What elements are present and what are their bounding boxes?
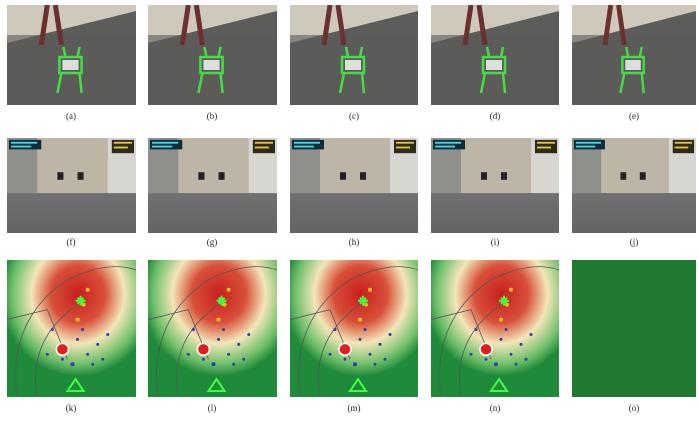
panel-image (290, 260, 418, 397)
panel-image (290, 5, 418, 105)
panel-image (572, 138, 696, 233)
panel-image (148, 138, 277, 233)
panel-image (290, 138, 418, 233)
panel-image (7, 5, 136, 105)
panel-image (572, 5, 696, 105)
panel-label: (b) (207, 111, 218, 121)
panel-image (148, 260, 277, 397)
panel-image (431, 5, 559, 105)
panel-image (572, 260, 696, 397)
panel-label: (n) (490, 403, 501, 413)
panels (7, 5, 696, 397)
panel-label: (j) (630, 237, 639, 247)
panel-image (148, 5, 277, 105)
panel-image (431, 138, 559, 233)
panel-label: (e) (629, 111, 639, 121)
panel-image (7, 260, 136, 397)
panel-label: (m) (348, 403, 361, 413)
panel-image (7, 138, 136, 233)
panel-label: (c) (349, 111, 359, 121)
panel-label: (i) (491, 237, 500, 247)
figure: (a) (b) (c) (d) (e) (f) (g) (h) (i) (j) … (0, 0, 698, 416)
panel-label: (f) (67, 237, 76, 247)
panel-label: (a) (66, 111, 76, 121)
panel-image (431, 260, 559, 397)
panel-label: (d) (490, 111, 501, 121)
panel-label: (k) (66, 403, 77, 413)
panel-label: (o) (629, 403, 640, 413)
panel-label: (l) (208, 403, 217, 413)
panel-label: (g) (207, 237, 218, 247)
panel-label: (h) (349, 237, 360, 247)
